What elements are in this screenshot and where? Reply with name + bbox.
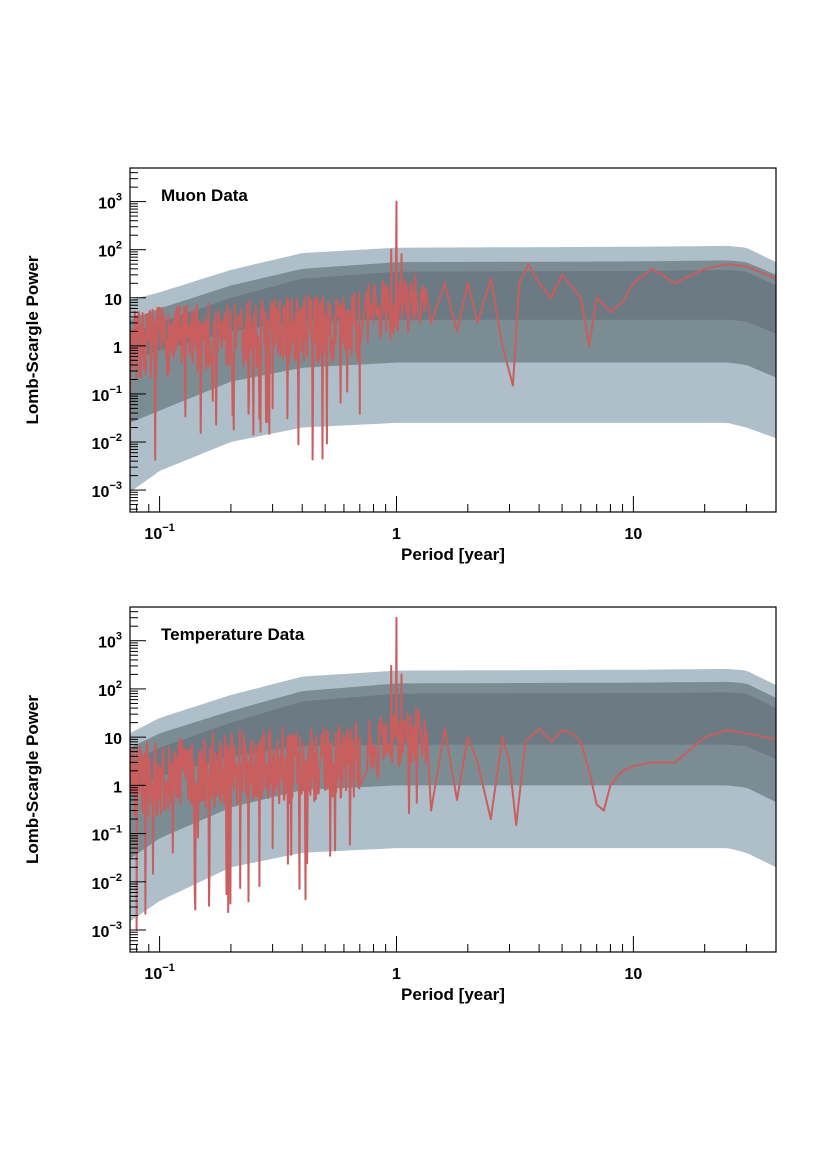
muon-axis-ticks: 10−3 10−2 10−1 1 10 102 103 10−1 1 10	[92, 167, 777, 543]
muon-y-tick-label: 10−1	[92, 384, 122, 405]
temperature-series-line	[130, 616, 776, 931]
temperature-x-tick-label: 10	[624, 966, 642, 983]
muon-x-tick-label: 10	[624, 526, 642, 543]
temperature-axis-ticks: 10−3 10−2 10−1 1 10 102 103 10−1 1 10	[92, 606, 777, 983]
temperature-panel: 10−3 10−2 10−1 1 10 102 103 10−1 1 10 Temperature…	[23, 606, 777, 1004]
temperature-y-tick-label: 102	[98, 679, 122, 700]
temperature-x-tick-label: 1	[392, 966, 401, 983]
temperature-y-tick-label: 10−1	[92, 824, 122, 845]
muon-plot-area	[130, 200, 776, 493]
muon-y-tick-label: 10−3	[92, 480, 122, 501]
muon-y-tick-label: 1	[113, 340, 122, 357]
muon-panel: 10−3 10−2 10−1 1 10 102 103 10−1 1 10 Muon Data P…	[23, 167, 777, 564]
temperature-y-tick-label: 103	[98, 631, 122, 652]
muon-x-axis-label: Period [year]	[401, 545, 505, 564]
temperature-plot-frame	[129, 606, 777, 953]
muon-panel-title: Muon Data	[161, 186, 248, 205]
temperature-panel-title: Temperature Data	[161, 625, 305, 644]
temperature-inner-band	[130, 692, 776, 790]
muon-y-axis-label: Lomb-Scargle Power	[23, 255, 42, 424]
temperature-y-axis-label: Lomb-Scargle Power	[23, 695, 42, 864]
temperature-plot-area	[130, 616, 776, 931]
temperature-x-tick-label: 10−1	[144, 962, 174, 983]
muon-x-tick-label: 10−1	[144, 522, 174, 543]
muon-y-tick-label: 103	[98, 192, 122, 213]
muon-y-tick-label: 10−2	[92, 432, 122, 453]
muon-y-tick-label: 10	[104, 292, 122, 309]
muon-y-tick-label: 102	[98, 240, 122, 261]
temperature-x-axis-label: Period [year]	[401, 985, 505, 1004]
muon-series-line	[130, 200, 776, 461]
muon-plot-frame	[129, 167, 777, 513]
muon-x-tick-label: 1	[392, 526, 401, 543]
temperature-y-tick-label: 10	[104, 731, 122, 748]
temperature-y-tick-label: 1	[113, 779, 122, 796]
temperature-y-tick-label: 10−2	[92, 872, 122, 893]
temperature-y-tick-label: 10−3	[92, 920, 122, 941]
